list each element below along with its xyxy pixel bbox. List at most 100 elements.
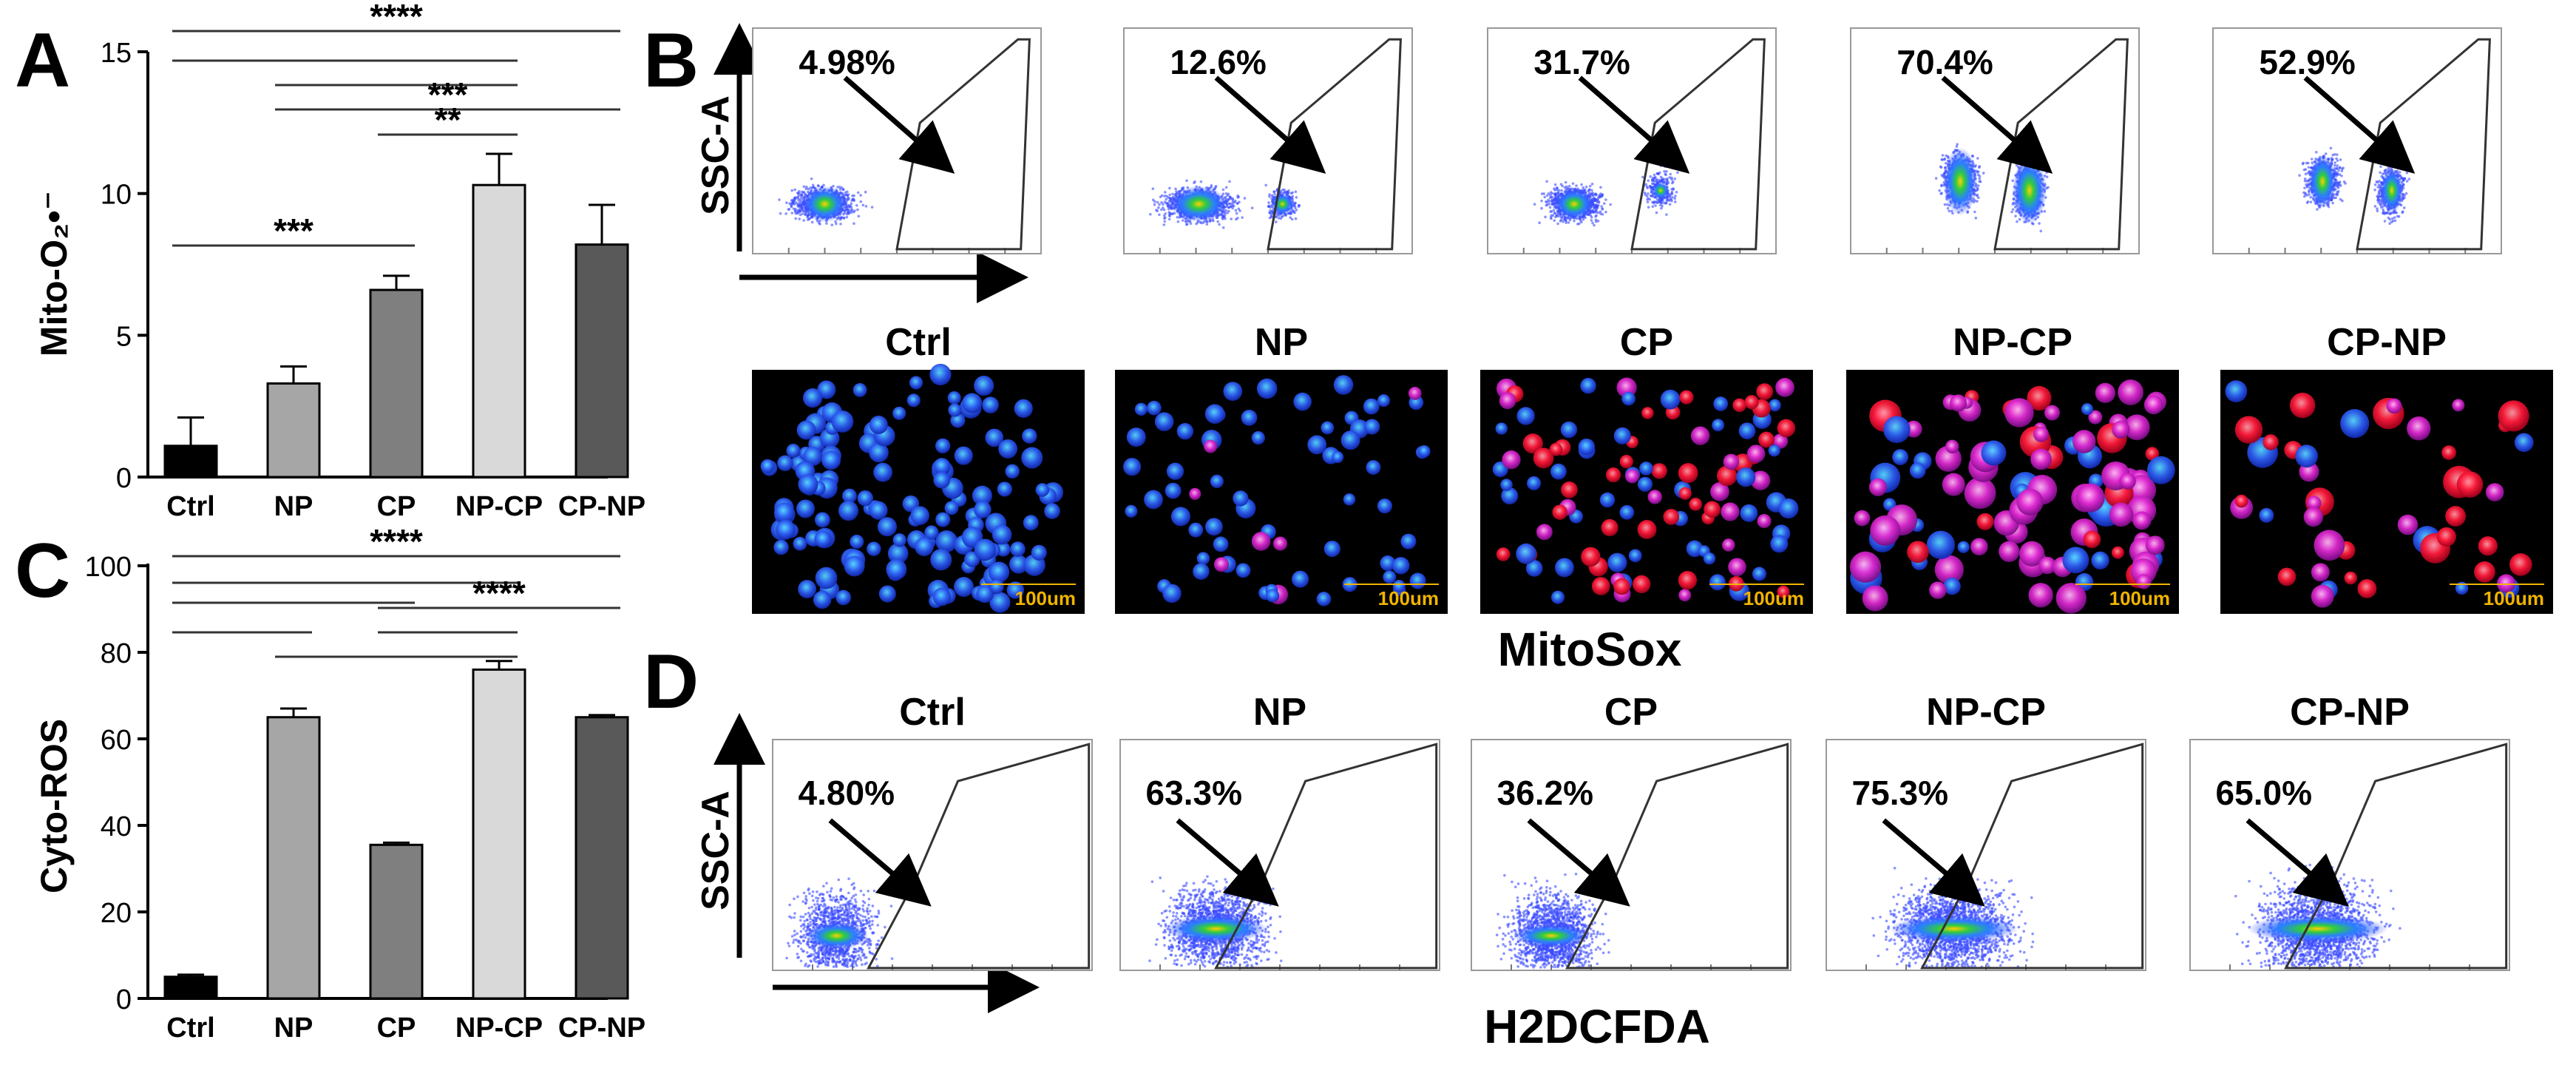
scale-bar-label: 100um bbox=[2484, 587, 2544, 609]
chart-c-bar-cp-np bbox=[574, 716, 629, 1000]
panel-b-flow-density-hotspot bbox=[2012, 156, 2047, 225]
panel-b-image-label: NP bbox=[1255, 321, 1308, 364]
panel-d-flow-gate-arrow bbox=[1176, 818, 1279, 907]
panel-b-flow-plot-frame bbox=[2212, 27, 2502, 254]
panel-b-image-label: CP-NP bbox=[2327, 321, 2447, 364]
panel-b-flow-plot-frame bbox=[1850, 27, 2140, 254]
panel-b-image-npcp: 100um bbox=[1846, 370, 2179, 614]
panel-b-flow-plot-frame bbox=[1123, 27, 1413, 254]
panel-b-flow-plot-3: 31.7% bbox=[1487, 27, 1777, 254]
panel-b-caption: MitoSox bbox=[1498, 623, 1682, 676]
panel-b-flow-density-hotspot bbox=[1170, 186, 1228, 223]
panel-b-image-label: CP bbox=[1620, 321, 1673, 364]
panel-letter-d: D bbox=[643, 639, 699, 725]
micrograph-background bbox=[1115, 370, 1448, 614]
chart-a-ylabel: Mito-O₂•⁻ bbox=[33, 191, 75, 356]
panel-b-flow-density-hotspot bbox=[1553, 188, 1595, 220]
panel-b-flow-density-hotspot bbox=[1652, 181, 1670, 200]
chart-a-bar-ctrl bbox=[163, 444, 218, 479]
panel-b-flow-percentage: 70.4% bbox=[1897, 43, 1993, 81]
panel-d-flow-gate-arrow bbox=[1527, 818, 1630, 907]
chart-a-category-label: CP bbox=[377, 491, 416, 522]
panel-d-flow-plot-1: 4.80% Ctrl bbox=[772, 691, 1093, 971]
chart-c-category-label: CP-NP bbox=[558, 1012, 645, 1044]
panel-b-flow-plot-2: 12.6% bbox=[1123, 27, 1413, 254]
chart-c-category-label: CP bbox=[377, 1012, 416, 1044]
chart-a-ytick-label: 0 bbox=[116, 463, 132, 494]
panel-b-flow-gate-arrow bbox=[843, 75, 955, 174]
chart-c-ytick-label: 40 bbox=[101, 811, 132, 842]
panel-d-flow-scatter-points bbox=[785, 877, 894, 969]
chart-c-ytick-label: 100 bbox=[85, 552, 132, 583]
panel-b-flow-density-hotspot bbox=[1942, 147, 1978, 216]
panel-b-y-axis-label: SSC-A bbox=[694, 95, 737, 215]
scale-bar-label: 100um bbox=[1015, 587, 1076, 609]
panel-d-flow-plot-5: 65.0% CP-NP bbox=[2189, 691, 2510, 971]
panel-d-flow-plots: SSC-A H2DCFDA 4.80% Ctrl 63.3% NP 36.2% CP 75.… bbox=[694, 691, 2510, 1053]
micrograph-cells bbox=[2225, 380, 2534, 608]
chart-a-ytick-label: 10 bbox=[101, 180, 132, 211]
chart-a-significance-label: **** bbox=[370, 0, 423, 36]
scale-bar-label: 100um bbox=[1378, 587, 1439, 609]
panel-b-image-ctrl: 100um bbox=[752, 363, 1085, 614]
panel-d-flow-density-hotspot bbox=[804, 922, 869, 950]
panel-b-flow-density-hotspot bbox=[2308, 154, 2337, 209]
panel-b-image-label: Ctrl bbox=[885, 321, 952, 364]
chart-a-category-label: NP-CP bbox=[455, 491, 543, 522]
chart-c-cyto-ros: Cyto-ROS 0 20 40 60 80 100 **** **** Ctrl NP CP N… bbox=[33, 522, 645, 1044]
chart-a-significance-label: *** bbox=[274, 212, 313, 250]
chart-a-bar-np bbox=[266, 382, 321, 479]
chart-c-category-label: Ctrl bbox=[166, 1012, 214, 1044]
panel-d-flow-percentage: 4.80% bbox=[799, 774, 895, 812]
panel-d-flow-plot-title: NP bbox=[1253, 691, 1306, 734]
chart-c-ytick-label: 80 bbox=[101, 638, 132, 669]
chart-c-bar-cp bbox=[369, 843, 424, 1000]
panel-b-flow-plot-4: 70.4% bbox=[1850, 27, 2140, 254]
panel-b-flow-gate-arrow bbox=[1578, 75, 1690, 174]
panel-d-flow-gate-arrow bbox=[2245, 818, 2349, 907]
panel-b-flow-plots: SSC-A 4.98% 12.6% 31.7% 70.4% 52.9% bbox=[694, 23, 2502, 303]
panel-b-image-cpnp: 100um bbox=[2220, 370, 2553, 614]
panel-d-flow-plot-title: CP-NP bbox=[2290, 691, 2410, 734]
chart-a-significance-label: *** bbox=[428, 75, 468, 114]
panel-d-flow-density-hotspot bbox=[1165, 915, 1267, 943]
panel-d-flow-gate-arrow bbox=[828, 818, 932, 907]
panel-b-image-cp: 100um bbox=[1480, 370, 1813, 614]
panel-d-flow-scatter-points bbox=[1148, 875, 1283, 969]
panel-b-flow-percentage: 31.7% bbox=[1533, 43, 1630, 81]
micrograph-cells bbox=[1849, 379, 2175, 614]
chart-a-ytick-label: 15 bbox=[101, 38, 132, 69]
panel-b-flow-gate-arrow bbox=[2303, 75, 2416, 174]
chart-c-significance-label: **** bbox=[472, 574, 526, 612]
chart-a-bar-cp bbox=[369, 288, 424, 479]
panel-d-flow-plot-title: CP bbox=[1604, 691, 1658, 734]
panel-letter-a: A bbox=[15, 18, 71, 104]
chart-c-ytick-label: 20 bbox=[101, 898, 132, 929]
panel-b-flow-gate-arrow bbox=[1214, 75, 1326, 174]
chart-c-category-label: NP-CP bbox=[455, 1012, 543, 1044]
chart-a-category-label: CP-NP bbox=[558, 491, 645, 522]
chart-c-significance-label: **** bbox=[370, 522, 423, 561]
chart-c-bar-ctrl bbox=[163, 976, 218, 1000]
panel-b-flow-gate-arrow bbox=[1941, 75, 2053, 174]
chart-c-category-label: NP bbox=[274, 1012, 313, 1044]
chart-a-category-label: NP bbox=[274, 491, 313, 522]
panel-d-flow-percentage: 63.3% bbox=[1146, 774, 1242, 812]
panel-b-flow-density-hotspot bbox=[2380, 168, 2404, 214]
panel-b-flow-density-hotspot bbox=[801, 186, 848, 223]
panel-d-flow-plot-title: Ctrl bbox=[899, 691, 966, 734]
panel-d-flow-percentage: 36.2% bbox=[1497, 774, 1593, 812]
chart-c-bar-np bbox=[266, 716, 321, 1000]
chart-c-bar-np-cp bbox=[472, 668, 526, 1000]
panel-b-flow-plot-5: 52.9% bbox=[2212, 27, 2502, 254]
panel-b-mitosox-images: Ctrl NP CP NP-CP CP-NP 100um 100um 100um 100um 1… bbox=[752, 321, 2553, 676]
panel-d-flow-plot-4: 75.3% NP-CP bbox=[1826, 691, 2146, 971]
panel-d-flow-density-hotspot bbox=[2247, 915, 2388, 943]
panel-d-flow-plot-title: NP-CP bbox=[1926, 691, 2046, 734]
chart-a-bar-np-cp bbox=[472, 183, 526, 479]
panel-b-flow-percentage: 12.6% bbox=[1170, 43, 1266, 81]
panel-letter-c: C bbox=[15, 528, 71, 614]
scale-bar-label: 100um bbox=[2109, 587, 2170, 609]
panel-d-flow-plot-3: 36.2% CP bbox=[1471, 691, 1792, 971]
